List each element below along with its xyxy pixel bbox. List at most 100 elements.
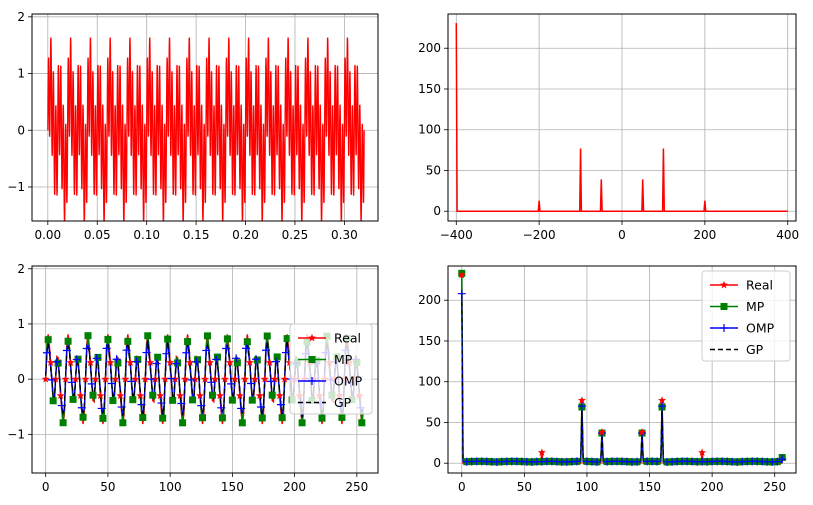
mp-point (358, 419, 366, 427)
y-tick-label: −1 (7, 427, 25, 441)
panel-top-left: 0.00 0.05 0.10 0.15 0.20 0.25 0.30 −1 0 1 2 (7, 10, 379, 242)
mp-point (199, 414, 207, 422)
real-point (146, 358, 155, 366)
real-point (457, 270, 466, 279)
legend-marker-omp (720, 324, 728, 332)
omp-point (197, 401, 206, 410)
omp-point (242, 344, 251, 353)
legend-label-gp: GP (334, 395, 352, 410)
omp-point (276, 400, 285, 409)
omp-point (227, 379, 236, 388)
real-point (235, 391, 244, 400)
mp-point (253, 356, 261, 364)
real-point (191, 374, 200, 383)
real-point (275, 391, 284, 400)
mp-point (189, 396, 197, 404)
legend-label-mp: MP (334, 352, 353, 367)
x-tick-label: 50 (100, 480, 115, 494)
y-tick-label: 1 (17, 317, 25, 331)
y-tick-label: 200 (418, 293, 441, 307)
real-point (698, 448, 707, 457)
mp-point (134, 355, 142, 363)
legend-label-mp: MP (746, 299, 765, 314)
omp-point (132, 357, 141, 366)
omp-point (47, 375, 56, 384)
omp-point (257, 403, 266, 412)
mp-point (44, 336, 52, 344)
real-point (597, 428, 606, 436)
x-tick-label: 0.20 (232, 228, 259, 242)
real-point (56, 391, 65, 400)
axes-frame (31, 265, 379, 474)
plot-area (457, 269, 787, 466)
mp-point (144, 332, 152, 340)
real-point (161, 374, 170, 383)
omp-point (102, 344, 111, 353)
real-point (121, 374, 130, 383)
mp-point (84, 332, 92, 340)
plot-area (47, 37, 365, 221)
real-point (136, 391, 145, 400)
real-point (220, 374, 229, 383)
mp-point (238, 419, 246, 427)
y-tick-label: 150 (418, 82, 441, 96)
spectrum-line (455, 22, 788, 212)
omp-point (217, 403, 226, 412)
real-point (215, 391, 224, 400)
legend-marker-omp (308, 377, 316, 385)
omp-point (261, 346, 270, 355)
real-point (86, 358, 95, 366)
legend-box (289, 323, 373, 415)
y-tick-label: 50 (426, 415, 441, 429)
x-tick-label: −200 (523, 228, 556, 242)
real-point (131, 374, 140, 383)
omp-point (252, 355, 261, 364)
omp-point (572, 457, 581, 466)
y-tick-label: 0 (433, 204, 441, 218)
mp-point (69, 395, 77, 403)
y-tick-label: 50 (426, 163, 441, 177)
mp-point (278, 414, 286, 422)
panel-top-right: −400 −200 0 200 400 0 50 100 150 200 (418, 13, 799, 242)
real-point (205, 358, 214, 366)
real-point (111, 374, 120, 383)
y-tick-label: 100 (418, 123, 441, 137)
omp-point (182, 348, 191, 357)
legend: Real MP OMP GP (701, 270, 791, 362)
real-point (577, 396, 586, 404)
real-point (176, 391, 185, 400)
real-point (210, 374, 219, 383)
real-point (101, 374, 110, 383)
mp-point (64, 337, 72, 345)
omp-point (202, 346, 211, 355)
real-point (141, 374, 150, 383)
x-tick-label: 0.00 (34, 228, 61, 242)
omp-point (212, 355, 221, 364)
real-point (46, 358, 55, 366)
mp-point (99, 414, 107, 422)
y-tick-label: 2 (17, 262, 25, 276)
real-point (61, 374, 70, 383)
mp-point (268, 391, 276, 399)
legend-marker-mp (308, 356, 316, 363)
omp-point (167, 374, 176, 383)
x-tick-label: 0 (42, 480, 50, 494)
mp-point (203, 332, 211, 340)
legend-box (701, 270, 791, 362)
real-point (186, 358, 195, 366)
mp-point (233, 359, 241, 367)
mp-point (169, 396, 177, 404)
y-tick-label: 0 (17, 372, 25, 386)
omp-point (778, 455, 787, 464)
omp-point (157, 399, 166, 408)
real-point (91, 374, 100, 383)
x-tick-label: 200 (701, 480, 724, 494)
mp-point (283, 335, 291, 343)
omp-point (92, 354, 101, 363)
real-point (181, 374, 190, 383)
omp-point (172, 359, 181, 368)
omp-point (122, 346, 131, 355)
x-tick-label: 0 (458, 480, 466, 494)
mp-point (154, 353, 162, 361)
mp-point (49, 397, 57, 405)
